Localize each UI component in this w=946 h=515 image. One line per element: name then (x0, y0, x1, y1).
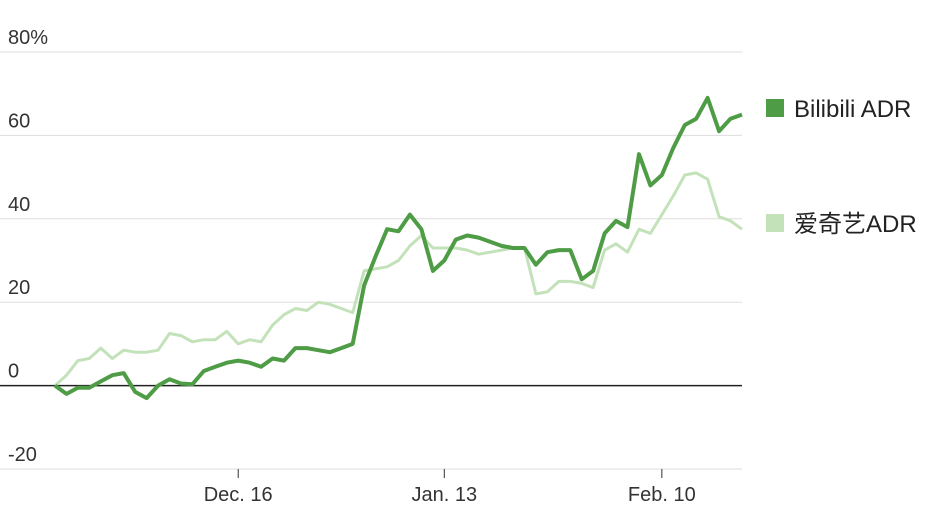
series-line (53, 171, 743, 387)
legend-label: 爱奇艺ADR (794, 211, 917, 238)
series-line (53, 95, 743, 401)
y-tick-label: 80% (8, 27, 48, 49)
x-tick-label: Dec. 16 (204, 484, 273, 506)
y-tick-label: 20 (8, 277, 30, 299)
y-tick-label: 40 (8, 194, 30, 216)
legend-swatch (766, 99, 784, 117)
x-tick-label: Jan. 13 (411, 484, 477, 506)
legend-label: Bilibili ADR (794, 96, 911, 123)
y-tick-label: -20 (8, 444, 37, 466)
x-tick-label: Feb. 10 (628, 484, 696, 506)
legend-swatch (766, 214, 784, 232)
y-tick-label: 0 (8, 361, 19, 383)
y-tick-label: 60 (8, 110, 30, 132)
